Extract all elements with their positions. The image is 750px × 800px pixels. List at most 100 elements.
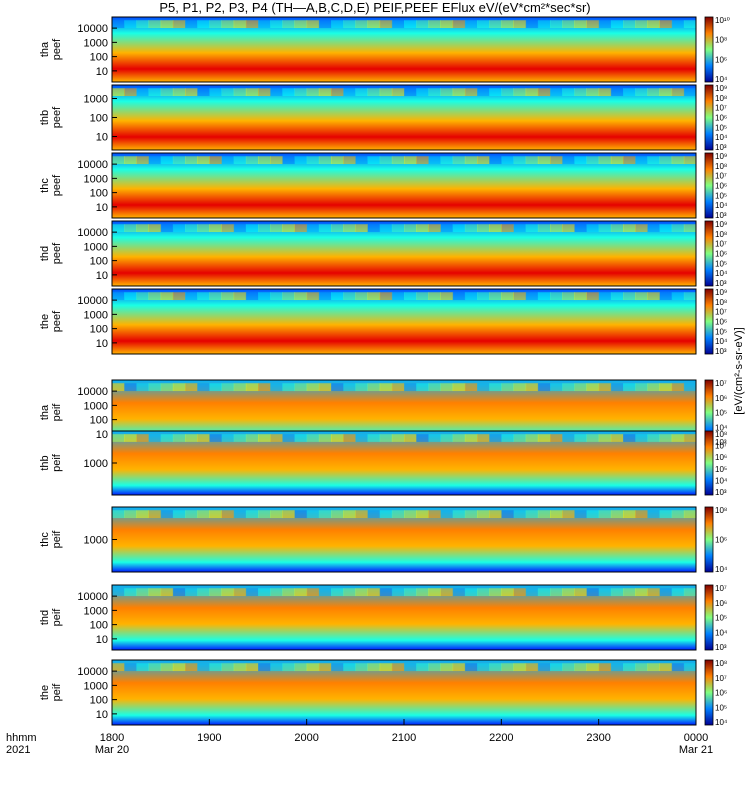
panel-thc-peef-texture-col	[428, 156, 441, 165]
panel-tha-peif-texture-col	[428, 383, 441, 392]
panel-thc-peif-texture-col	[306, 510, 320, 519]
panel-thb-peef-ytick-label: 100	[90, 113, 108, 125]
panel-the-peif-ylabel-product: peif	[51, 683, 63, 702]
panel-thc-peef-texture-col	[306, 156, 320, 165]
panel-the-peif-texture-col	[233, 663, 247, 672]
panel-tha-peif-texture-col	[671, 383, 685, 392]
panel-thc-peif-texture-col	[683, 510, 697, 519]
panel-thb-peif-texture-col	[416, 434, 429, 442]
panel-thb-peif-texture-col	[124, 434, 137, 442]
panel-thc-peef-texture-col	[318, 156, 332, 165]
panel-thd-peef-texture-col	[428, 224, 441, 233]
panel-the-peef-texture-col	[489, 292, 502, 301]
panel-the-peef-texture-col	[574, 292, 587, 301]
panel-the-peif-texture-col	[647, 663, 660, 672]
panel-tha-peef-texture-col	[379, 20, 393, 29]
panel-tha-peef-texture-col	[245, 20, 259, 29]
panel-thb-peif-texture-col	[391, 434, 405, 442]
panel-tha-peef-ylabel-probe: tha	[39, 41, 51, 57]
panel-the-peif-texture-col	[537, 663, 551, 672]
panel-thc-peef-texture-col	[525, 156, 539, 165]
panel-tha-peef-texture-col	[428, 20, 441, 29]
panel-the-peef-texture-col	[391, 292, 405, 301]
panel-the-peif-texture-col	[428, 663, 441, 672]
panel-thc-peif-texture-col	[550, 510, 563, 519]
panel-tha-peef-texture-col	[233, 20, 247, 29]
panel-tha-peif-texture-col	[318, 383, 332, 392]
panel-thc-peef-texture-col	[258, 156, 271, 165]
panel-the-peif-texture-col	[282, 663, 295, 672]
panel-thd-peif-texture-col	[477, 588, 490, 597]
panel-thb-peef-texture-col	[112, 88, 125, 97]
panel-thd-peif-texture-col	[550, 588, 563, 597]
panel-thd-peif-frame	[111, 584, 697, 651]
panel-thc-peef-texture-col	[160, 156, 174, 165]
panel-thc-peef-texture-col	[635, 156, 648, 165]
panel-thb-peef-texture-col	[562, 88, 575, 97]
panel-the-peef-texture-col	[294, 292, 308, 301]
panel-the-peif-texture-col	[562, 663, 575, 672]
panel-the-peif-texture-col	[294, 663, 308, 672]
panel-thc-peif-texture-col	[586, 510, 600, 519]
panel-the-peef-texture-col	[464, 292, 478, 301]
panel-the-peef-texture-col	[562, 292, 575, 301]
panel-thd-peif-texture-col	[124, 588, 137, 597]
panel-tha-peif-cbar-tick: 10³	[715, 438, 727, 447]
panel-the-peef-texture-col	[136, 292, 149, 301]
panel-thd-peif-ytick-label: 1000	[84, 605, 108, 617]
panel-thb-peef-texture-col	[586, 88, 600, 97]
panel-tha-peif-texture-col	[513, 383, 527, 392]
panel-the-peif-texture-col	[343, 663, 356, 672]
panel-thb-peif-colorbar	[704, 430, 714, 496]
panel-thd-peef-texture-col	[343, 224, 356, 233]
panel-tha-peif-texture-col	[440, 383, 454, 392]
panel-tha-peef-texture-col	[477, 20, 490, 29]
panel-the-peef-texture-col	[416, 292, 429, 301]
panel-thb-peif-texture-col	[610, 434, 624, 442]
panel-thd-peef-frame	[111, 220, 697, 287]
panel-thc-peef-cbar-tick: 10⁵	[715, 191, 727, 200]
panel-thc-peef-cbar-tick: 10⁹	[715, 152, 727, 161]
panel-tha-peif-texture-col	[355, 383, 368, 392]
panel-thd-peef-texture-col	[148, 224, 162, 233]
panel-thc-peef-frame	[111, 152, 697, 219]
panel-tha-peef-texture-col	[464, 20, 478, 29]
panel-the-peif-texture-col	[574, 663, 587, 672]
panel-thd-peef-texture-col	[306, 224, 320, 233]
panel-thb-peef-texture-col	[355, 88, 368, 97]
panel-thd-peef-cbar-tick: 10⁶	[715, 250, 727, 259]
panel-tha-peif-texture-col	[404, 383, 417, 392]
panel-the-peif-texture-col	[318, 663, 332, 672]
panel-thb-peif-texture-col	[452, 434, 466, 442]
panel-thb-peef-texture-col	[185, 88, 198, 97]
panel-tha-peif-ytick-label: 10	[96, 429, 108, 441]
panel-thb-peif-cbar-tick: 10³	[715, 488, 727, 497]
panel-thc-peef-ylabel-probe: thc	[39, 178, 51, 193]
panel-the-peef-texture-col	[233, 292, 247, 301]
panel-thb-peef-texture-col	[489, 88, 502, 97]
panel-tha-peef-texture-col	[416, 20, 429, 29]
panel-thb-peif-texture-col	[501, 434, 514, 442]
panel-thb-peif-texture-col	[671, 434, 685, 442]
panel-thd-peef-texture-col	[452, 224, 466, 233]
panel-thd-peef-ylabel-probe: thd	[39, 246, 51, 261]
panel-thd-peif-texture-col	[318, 588, 332, 597]
panel-thd-peif-texture-col	[331, 588, 344, 597]
panel-thb-peef-texture-col	[367, 88, 381, 97]
panel-the-peef-texture-col	[258, 292, 271, 301]
panel-the-peef-texture-col	[343, 292, 356, 301]
panel-thd-peef-texture-col	[550, 224, 563, 233]
panel-thb-peif-texture-col	[683, 434, 697, 442]
panel-thb-peef-ytick-label: 1000	[84, 94, 108, 106]
panel-thc-peif-texture-col	[209, 510, 222, 519]
panel-tha-peef-frame	[111, 16, 697, 83]
panel-thd-peif-ytick-label: 10000	[77, 591, 108, 603]
panel-tha-peif-texture-col	[185, 383, 198, 392]
panel-thb-peef-texture-col	[464, 88, 478, 97]
panel-thc-peif-ylabel-product: peif	[51, 530, 63, 549]
panel-thd-peef-texture-col	[623, 224, 636, 233]
panel-thd-peif-texture-col	[635, 588, 648, 597]
panel-thc-peef-ytick-label: 1000	[84, 173, 108, 185]
panel-tha-peef-texture-col	[185, 20, 198, 29]
panel-thd-peif-ylabel-product: peif	[51, 608, 63, 627]
